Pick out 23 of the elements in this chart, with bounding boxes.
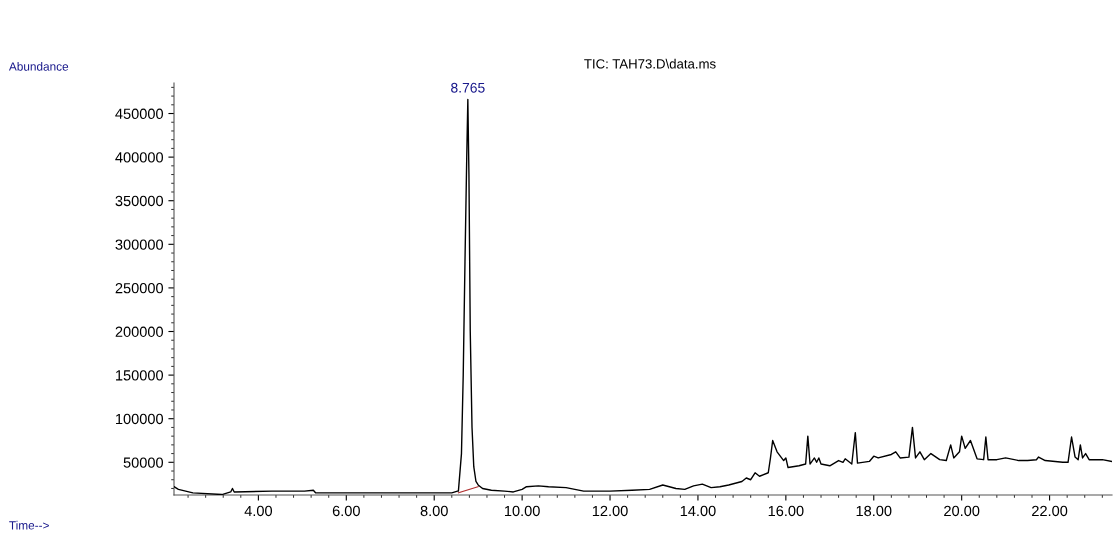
x-tick-label: 6.00 — [332, 505, 360, 517]
annotation: 8.765 — [451, 82, 485, 93]
y-tick-label: 300000 — [115, 239, 164, 250]
x-tick-label: 10.00 — [504, 505, 540, 517]
x-tick-label: 14.00 — [680, 505, 716, 517]
x-tick-label: 4.00 — [244, 505, 273, 517]
chart-title: TIC: TAH73.D\data.ms — [584, 58, 716, 69]
y-tick-label: 400000 — [115, 152, 164, 163]
y-tick-label: 150000 — [116, 370, 164, 381]
x-tick-label: 12.00 — [592, 505, 628, 517]
y-tick-label: 250000 — [115, 283, 164, 294]
x-tick-label: 16.00 — [768, 505, 804, 517]
y-tick-label: 100000 — [116, 413, 164, 425]
y-tick-label: 350000 — [115, 195, 164, 207]
x-tick-label: 22.00 — [1032, 505, 1068, 517]
x-tick-label: 20.00 — [944, 505, 980, 517]
y-tick-label: 50000 — [123, 457, 164, 468]
x-tick-label: 8.00 — [420, 505, 448, 517]
y-tick-label: 200000 — [115, 326, 164, 337]
y-axis-title: Abundance — [8, 62, 69, 71]
y-tick-label: 450000 — [115, 108, 164, 119]
text: Time--> — [9, 520, 49, 530]
x-tick-label: 18.00 — [856, 505, 892, 517]
